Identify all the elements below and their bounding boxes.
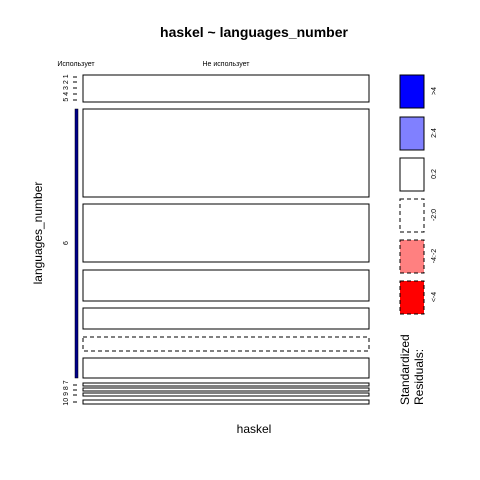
legend-label: -2:0 (431, 209, 438, 221)
legend-label: -4:-2 (431, 249, 438, 264)
y-axis-label: languages_number (31, 182, 45, 285)
chart-title: haskel ~ languages_number (160, 24, 348, 40)
row-label: 5 4 3 2 1 (63, 74, 70, 101)
legend: >4 2:4 0:2 -2:0 -4:-2 <-4 Standardized R… (398, 74, 438, 405)
legend-title: Standardized (398, 334, 412, 405)
legend-label: >4 (431, 87, 438, 95)
column-label: Не использует (203, 61, 251, 68)
tiles (82, 74, 370, 405)
x-axis-label: haskel (237, 422, 272, 436)
ticks (73, 76, 77, 403)
row-label: 6 (63, 241, 70, 245)
left-strip (74, 108, 79, 379)
legend-label: 2:4 (431, 128, 438, 138)
row-label: 10 9 8 7 (63, 380, 70, 405)
legend-label: 0:2 (431, 169, 438, 179)
legend-label: <-4 (431, 292, 438, 302)
column-label: Использует (57, 61, 95, 68)
legend-title: Residuals: (412, 349, 426, 405)
